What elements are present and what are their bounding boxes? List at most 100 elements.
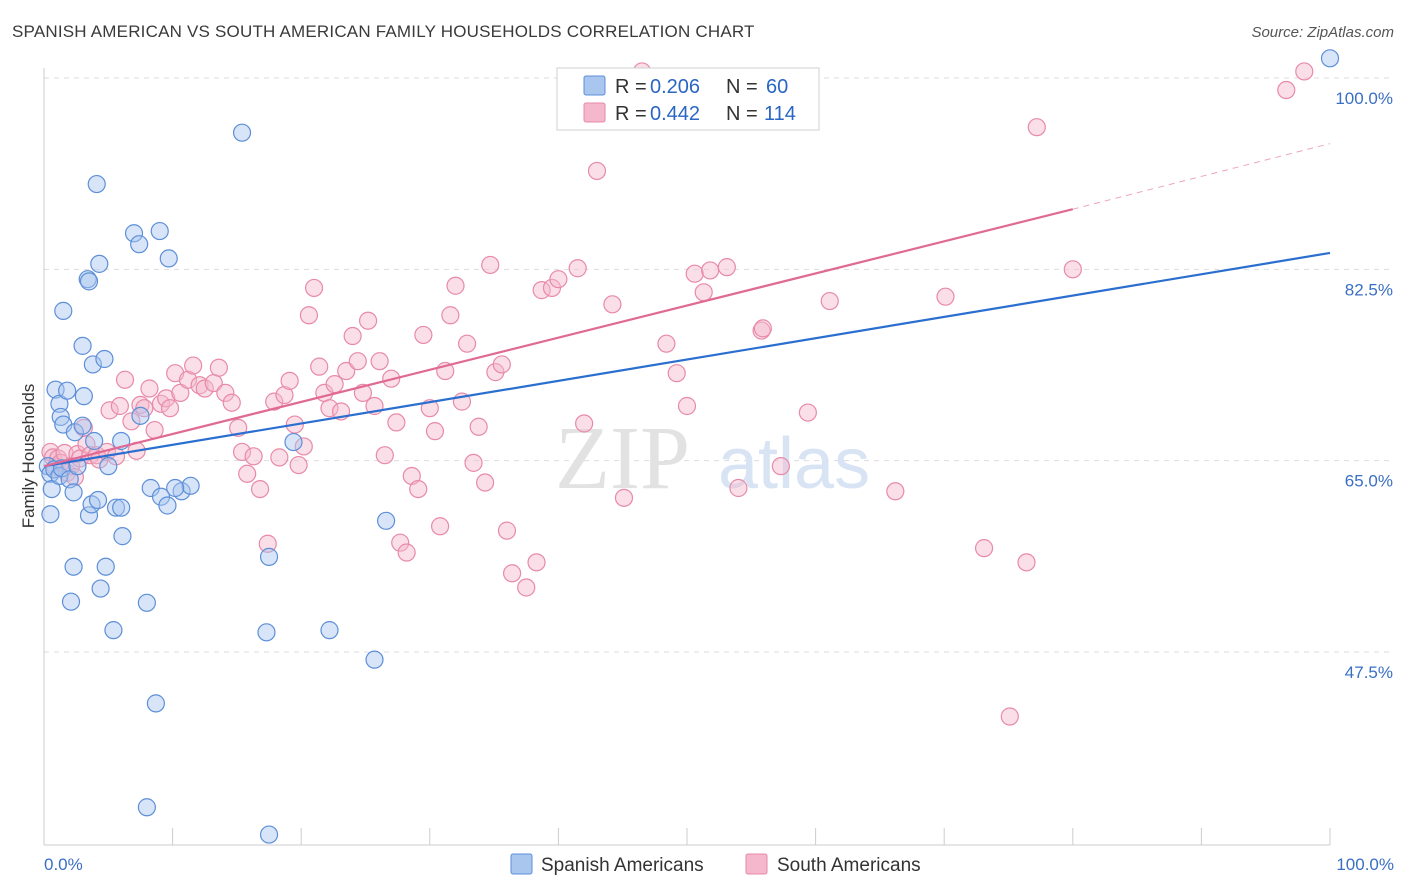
legend-n-label-pink: N =: [726, 103, 758, 125]
series-legend-label-blue: Spanish Americans: [541, 855, 704, 876]
south-americans-point: [157, 389, 176, 408]
south-americans-point: [587, 161, 607, 181]
south-americans-point: [265, 392, 284, 411]
trend-lines: [43, 143, 1331, 468]
spanish-americans-point: [79, 506, 99, 525]
south-americans-point: [343, 326, 362, 346]
south-americans-point: [320, 399, 339, 418]
watermark-atlas: atlas: [718, 424, 870, 504]
x-tick-label-max: 100.0%: [1336, 855, 1394, 874]
south-americans-point: [603, 295, 622, 314]
spanish-americans-point: [131, 406, 150, 425]
south-americans-point: [425, 422, 445, 441]
south-americans-point: [729, 478, 748, 498]
spanish-americans-point: [64, 483, 83, 502]
south-americans-point: [481, 255, 500, 275]
spanish-americans-point: [137, 593, 156, 612]
y-tick-label: 47.5%: [1345, 663, 1393, 682]
legend-n-value-blue: 60: [766, 76, 788, 98]
south-americans-point: [195, 379, 214, 398]
spanish-americans-point: [112, 498, 131, 517]
south-americans-point: [475, 473, 495, 492]
chart-title: SPANISH AMERICAN VS SOUTH AMERICAN FAMIL…: [12, 22, 755, 41]
x-ticks: [172, 828, 1331, 845]
south-americans-point: [151, 394, 171, 413]
south-americans-point: [614, 488, 634, 507]
south-americans-point: [294, 437, 313, 456]
south-americans-point: [694, 283, 713, 302]
spanish-americans-point: [87, 174, 106, 194]
south-americans-point: [446, 276, 465, 295]
south-americans-point: [575, 414, 594, 433]
spanish-americans-point: [166, 478, 185, 498]
spanish-americans-point: [91, 579, 110, 598]
x-tick-label-min: 0.0%: [44, 855, 83, 874]
series-legend: Spanish Americans South Americans: [510, 853, 921, 876]
south-americans-point: [820, 291, 839, 311]
spanish-americans-point: [376, 511, 396, 530]
south-americans-point: [430, 517, 450, 536]
series-legend-swatch-pink: [745, 853, 768, 875]
south-americans-point: [115, 370, 135, 389]
south-americans-point: [216, 383, 235, 402]
spanish-americans-point: [365, 650, 384, 669]
south-americans-point: [517, 578, 536, 597]
south-americans-point: [771, 457, 790, 476]
south-americans-point: [677, 396, 697, 416]
source-label: Source: ZipAtlas.com: [1251, 24, 1394, 41]
south-americans-point: [1017, 553, 1036, 572]
south-americans-point: [310, 357, 329, 376]
y-axis-title: Family Households: [19, 384, 38, 529]
spanish-americans-point: [96, 557, 115, 576]
spanish-americans-point: [73, 416, 92, 435]
south-americans-points: [41, 62, 1314, 726]
south-americans-point: [717, 258, 736, 277]
legend-n-label-blue: N =: [726, 76, 758, 98]
south-americans-point: [122, 412, 141, 431]
spanish-americans-point: [113, 527, 132, 546]
south-americans-point: [936, 287, 955, 306]
south-americans-point: [209, 358, 228, 377]
spanish-americans-point: [83, 355, 102, 374]
spanish-americans-point: [259, 825, 279, 844]
south-americans-point: [250, 479, 270, 499]
south-americans-point: [391, 533, 410, 552]
spanish-americans-point: [64, 557, 83, 576]
spanish-americans-point: [137, 798, 156, 817]
legend-r-value-pink: 0.442: [650, 103, 700, 125]
spanish-americans-point: [181, 476, 200, 495]
south-americans-point: [497, 521, 517, 540]
legend-r-label-pink: R =: [615, 103, 647, 125]
spanish-americans-point: [104, 621, 123, 640]
south-americans-point: [1277, 80, 1296, 100]
spanish-americans-point: [85, 431, 104, 451]
spanish-americans-point: [146, 694, 165, 713]
south-americans-point: [549, 270, 568, 289]
spanish-americans-point: [284, 432, 303, 452]
south-americans-point: [886, 482, 905, 501]
spanish-americans-point: [58, 381, 77, 400]
south-americans-point: [667, 364, 686, 383]
legend-n-value-pink: 114: [764, 103, 796, 125]
south-americans-point: [232, 442, 252, 462]
south-americans-point: [974, 539, 994, 558]
south-americans-point: [527, 553, 546, 572]
spanish-americans-point: [106, 498, 126, 517]
south-americans-point: [110, 396, 129, 416]
spanish-americans-point: [1320, 49, 1340, 68]
series-legend-label-pink: South Americans: [777, 855, 921, 876]
correlation-legend: R = 0.206 N = 60 R = 0.442 N = 114: [556, 67, 820, 131]
south-americans-point: [358, 311, 378, 330]
spanish-americans-point: [158, 496, 177, 515]
legend-r-value-blue: 0.206: [650, 76, 700, 98]
south-americans-point: [701, 261, 720, 280]
south-americans-point: [370, 352, 389, 371]
south-americans-point: [140, 379, 159, 398]
south-americans-point: [387, 413, 406, 432]
south-americans-point: [270, 448, 289, 467]
series-legend-swatch-blue: [510, 853, 533, 875]
spanish-americans-points: [38, 49, 1340, 844]
south-americans-point: [325, 375, 344, 394]
south-americans-point: [414, 325, 433, 345]
spanish-americans-point: [88, 490, 108, 510]
